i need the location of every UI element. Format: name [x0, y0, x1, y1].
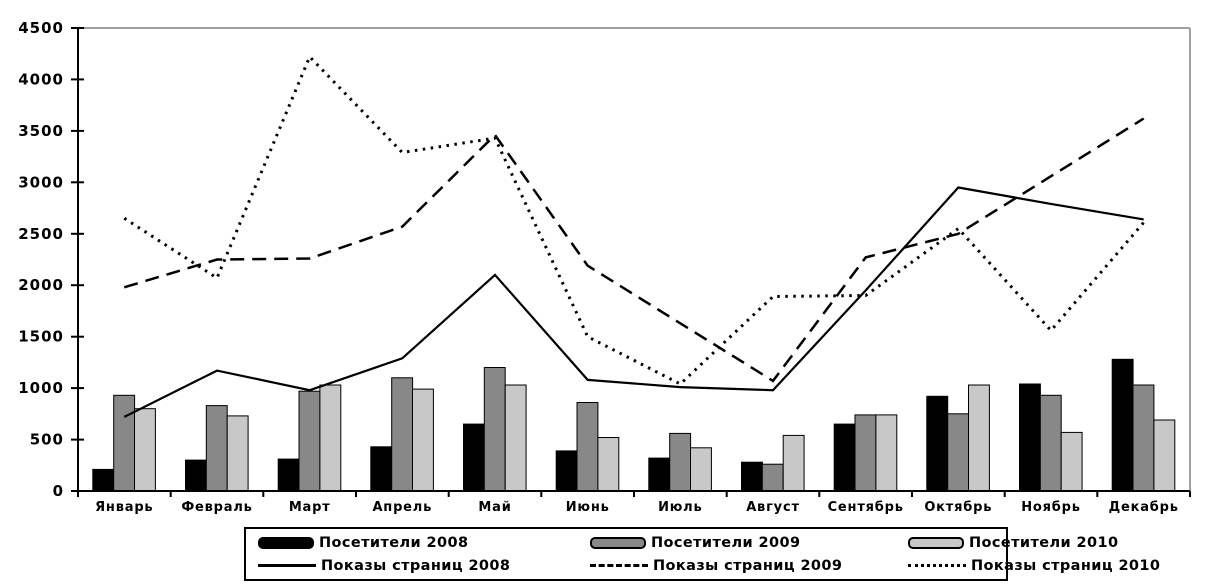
legend-label-pageviews-2008: Показы страниц 2008 — [321, 557, 511, 574]
y-axis-tick-label: 4000 — [18, 70, 64, 88]
legend-label-visitors-2010: Посетители 2010 — [969, 534, 1119, 551]
y-axis-tick-label: 1000 — [18, 379, 64, 397]
bar-Посетители-2008-Июль — [648, 457, 671, 492]
line-Показы-страниц-2008 — [123, 186, 1144, 418]
legend-dashed-line-icon — [590, 564, 648, 567]
y-axis-tick-label: 0 — [53, 482, 64, 500]
bar-Посетители-2010-Июнь — [597, 437, 620, 492]
legend-item-pageviews-2008: Показы страниц 2008 — [258, 558, 590, 574]
legend-swatch-visitors-2009-icon — [590, 536, 646, 549]
bar-Посетители-2009-Июнь — [576, 402, 599, 492]
bar-Посетители-2009-Август — [761, 463, 784, 492]
bar-Посетители-2008-Июнь — [555, 450, 578, 492]
legend-item-pageviews-2010: Показы страниц 2010 — [908, 558, 1160, 574]
bar-Посетители-2009-Март — [298, 390, 321, 492]
bar-Посетители-2008-Март — [277, 458, 300, 492]
bar-Посетители-2010-Декабрь — [1153, 419, 1176, 492]
bar-Посетители-2009-Февраль — [205, 405, 228, 492]
x-axis-month-label: Сентябрь — [828, 500, 904, 515]
bar-Посетители-2009-Январь — [113, 394, 136, 492]
bar-Посетители-2009-Сентябрь — [854, 414, 877, 492]
bar-Посетители-2008-Октябрь — [926, 395, 949, 492]
x-axis-month-label: Февраль — [181, 500, 252, 515]
bar-Посетители-2010-Ноябрь — [1060, 431, 1083, 492]
y-axis-tick-label: 3500 — [18, 122, 64, 140]
x-axis-month-label: Октябрь — [924, 500, 992, 515]
y-axis-tick-label: 3000 — [18, 173, 64, 191]
bar-Посетители-2008-Сентябрь — [833, 423, 856, 492]
x-axis-month-label: Декабрь — [1109, 500, 1179, 515]
y-axis-tick-label: 500 — [30, 431, 64, 449]
y-axis-tick-label: 2500 — [18, 225, 64, 243]
bar-Посетители-2009-Ноябрь — [1039, 394, 1062, 492]
bar-Посетители-2010-Март — [319, 384, 342, 492]
y-axis-tick-label: 4500 — [18, 19, 64, 37]
bar-Посетители-2010-Январь — [134, 408, 156, 492]
legend-label-visitors-2009: Посетители 2009 — [651, 534, 801, 551]
bar-Посетители-2008-Апрель — [370, 446, 393, 492]
bar-Посетители-2010-Май — [504, 384, 527, 492]
bar-Посетители-2009-Декабрь — [1132, 384, 1155, 492]
legend-solid-line-icon — [258, 564, 316, 567]
legend-swatch-visitors-2010-icon — [908, 536, 964, 549]
bar-Посетители-2010-Сентябрь — [875, 414, 898, 492]
bar-Посетители-2010-Август — [782, 434, 805, 492]
x-axis-month-label: Март — [289, 500, 331, 515]
legend-swatch-visitors-2008-icon — [258, 536, 314, 549]
line-Показы-страниц-2010 — [123, 54, 1145, 386]
legend-item-visitors-2009: Посетители 2009 — [590, 535, 908, 551]
legend-label-pageviews-2010: Показы страниц 2010 — [971, 557, 1161, 574]
bar-Посетители-2010-Октябрь — [968, 384, 990, 492]
bar-Посетители-2008-Декабрь — [1111, 358, 1134, 492]
line-Показы-страниц-2009 — [123, 117, 1145, 383]
bar-Посетители-2008-Ноябрь — [1019, 383, 1041, 492]
bar-Посетители-2008-Май — [463, 423, 485, 492]
y-axis-tick-label: 1500 — [18, 328, 64, 346]
bar-Посетители-2010-Июль — [690, 447, 712, 492]
legend-item-visitors-2010: Посетители 2010 — [908, 535, 1160, 551]
x-axis-month-label: Апрель — [372, 500, 432, 515]
bar-Посетители-2009-Май — [483, 367, 506, 492]
legend-item-pageviews-2009: Показы страниц 2009 — [590, 558, 908, 574]
bar-Посетители-2008-Февраль — [185, 459, 207, 492]
bar-Посетители-2008-Август — [741, 461, 763, 492]
legend-label-pageviews-2009: Показы страниц 2009 — [653, 557, 843, 574]
bar-Посетители-2009-Июль — [669, 432, 692, 492]
x-axis-month-label: Май — [478, 500, 511, 515]
x-axis-month-label: Июль — [658, 500, 702, 515]
bar-Посетители-2010-Февраль — [226, 415, 249, 492]
bar-Посетители-2009-Апрель — [391, 377, 414, 492]
y-axis-tick-label: 2000 — [18, 276, 64, 294]
bar-Посетители-2009-Октябрь — [947, 413, 970, 492]
chart-plot-area: 0 500 1000 1500 2000 2500 3000 3500 4000 4500 Янва… — [18, 19, 1191, 515]
legend-label-visitors-2008: Посетители 2008 — [319, 534, 469, 551]
x-axis-month-label: Август — [746, 500, 800, 515]
bar-Посетители-2010-Апрель — [412, 388, 434, 492]
bar-Посетители-2008-Январь — [92, 468, 115, 492]
x-axis-month-label: Ноябрь — [1021, 500, 1081, 515]
chart-legend: Посетители 2008 Посетители 2009 Посетите… — [244, 527, 1160, 581]
legend-dotted-line-icon — [908, 564, 966, 567]
x-axis-month-label: Январь — [95, 500, 153, 515]
x-axis-month-label: Июнь — [566, 500, 610, 515]
legend-item-visitors-2008: Посетители 2008 — [258, 535, 590, 551]
